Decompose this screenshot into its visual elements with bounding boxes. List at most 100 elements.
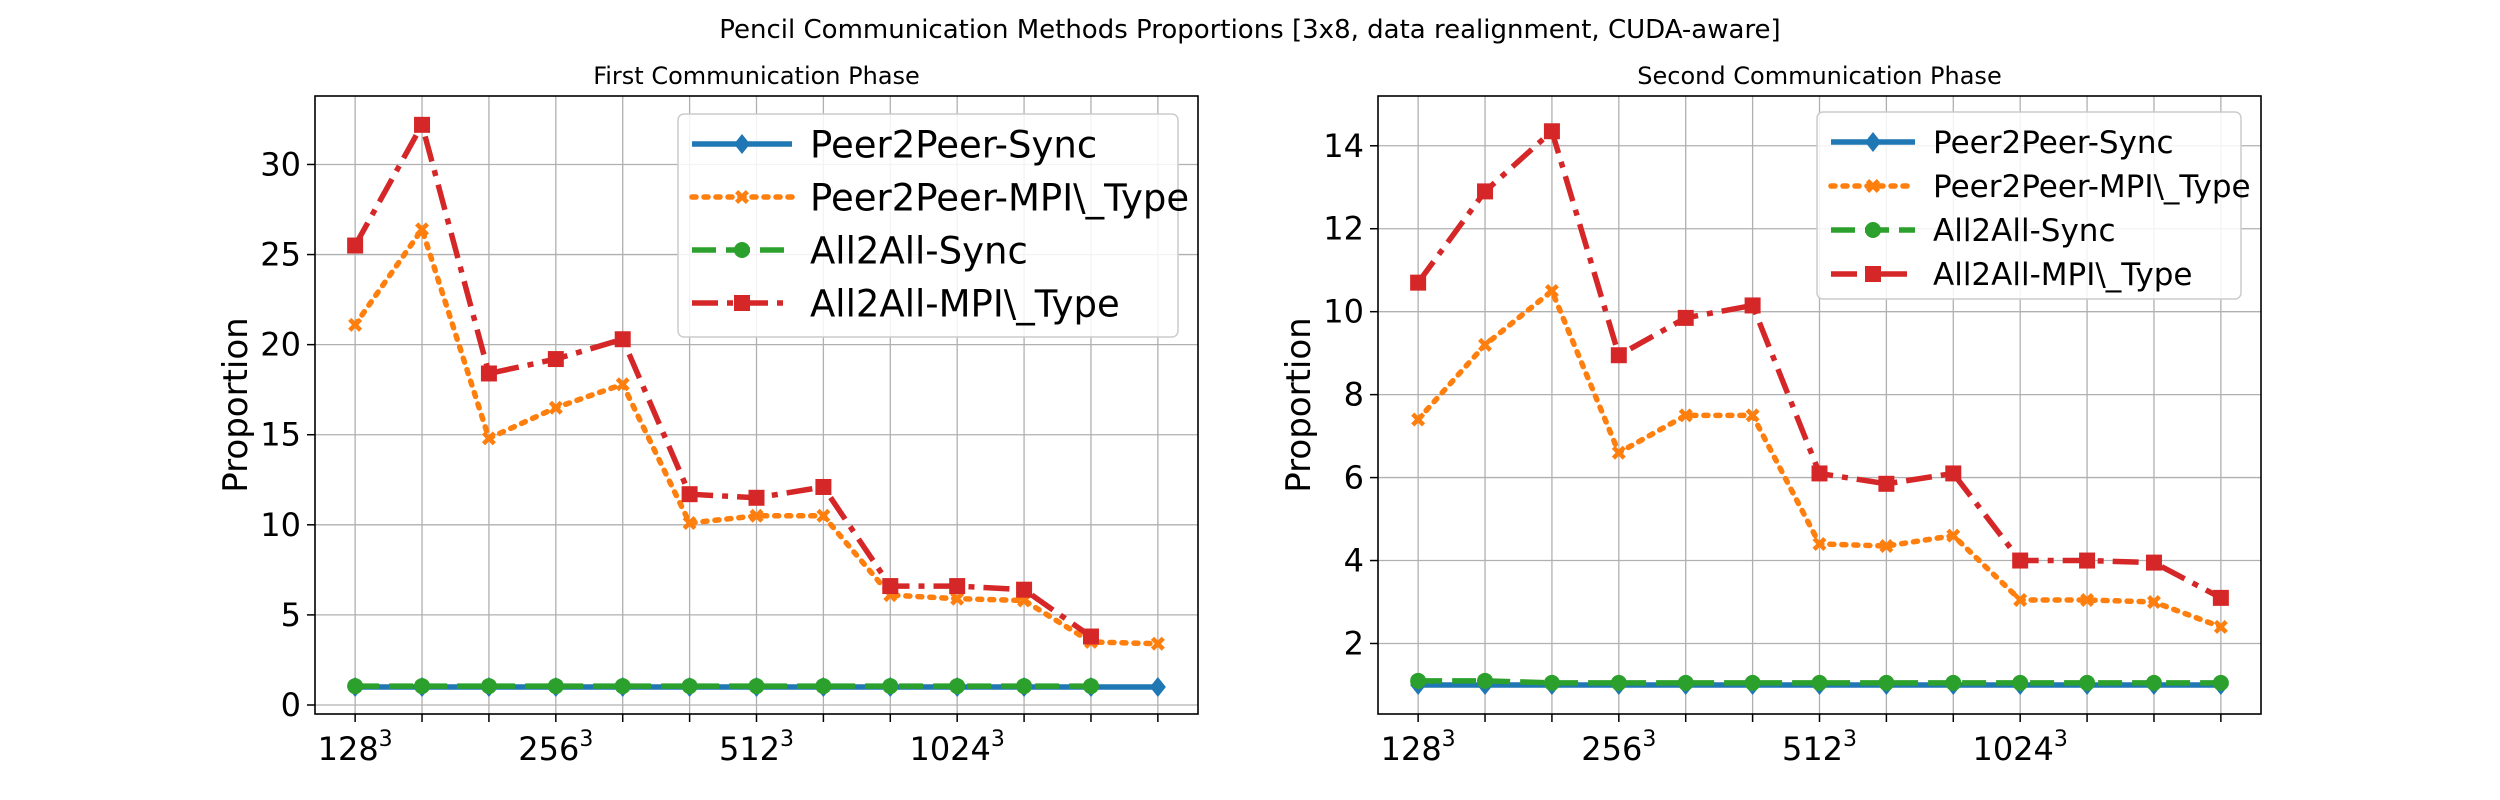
data-point-peer2peer-mpi-type: [2080, 592, 2095, 607]
data-point-peer2peer-mpi-type: [481, 431, 496, 446]
data-point-peer2peer-mpi-type: [2013, 592, 2028, 607]
series-all2all-sync: [1410, 672, 2229, 691]
data-point-all2all-mpi-type: [681, 486, 698, 503]
x-tick-label: 10243: [909, 727, 1004, 768]
y-tick-label: 15: [260, 416, 301, 454]
series-all2all-mpi-type: [1410, 123, 2229, 606]
data-point-peer2peer-mpi-type: [348, 317, 363, 332]
data-point-all2all-mpi-type: [1543, 123, 1560, 140]
data-point-all2all-mpi-type: [614, 331, 631, 348]
data-point-all2all-mpi-type: [1410, 274, 1427, 291]
data-point-all2all-mpi-type: [1610, 347, 1627, 364]
data-point-all2all-mpi-type: [1082, 628, 1099, 645]
legend-label-all2all-mpi-type: All2All-MPI\_Type: [810, 282, 1120, 325]
y-axis-label: Proportion: [1279, 317, 1319, 492]
x-tick-label: 5123: [719, 727, 794, 768]
y-tick-label: 10: [1323, 293, 1364, 331]
y-tick-label: 6: [1344, 459, 1364, 497]
data-point-all2all-mpi-type: [2145, 554, 2162, 571]
data-point-all2all-mpi-type: [882, 578, 899, 595]
figure-suptitle: Pencil Communication Methods Proportions…: [719, 15, 1780, 45]
data-point-all2all-sync: [614, 678, 631, 695]
data-point-all2all-mpi-type: [1811, 465, 1828, 482]
data-point-all2all-sync: [1744, 674, 1761, 691]
data-point-all2all-mpi-type: [949, 578, 966, 595]
x-tick-label: 5123: [1782, 727, 1857, 768]
y-tick-label: 30: [260, 145, 301, 183]
data-point-all2all-sync: [815, 678, 832, 695]
data-point-peer2peer-mpi-type: [415, 222, 430, 237]
y-tick-label: 8: [1344, 376, 1364, 414]
legend-marker-peer2peer-sync: [1865, 132, 1881, 152]
legend-marker-all2all-mpi-type: [1865, 266, 1881, 282]
legend-marker-all2all-mpi-type: [734, 295, 750, 311]
data-point-all2all-mpi-type: [547, 351, 564, 368]
data-point-all2all-mpi-type: [347, 237, 364, 254]
data-point-all2all-sync: [748, 678, 765, 695]
data-point-all2all-mpi-type: [2079, 552, 2096, 569]
x-tick-label: 1283: [318, 727, 393, 768]
data-point-all2all-sync: [1945, 674, 1962, 691]
data-point-peer2peer-mpi-type: [1678, 408, 1693, 423]
data-point-peer2peer-mpi-type: [2213, 619, 2228, 634]
legend-label-all2all-mpi-type: All2All-MPI\_Type: [1933, 257, 2193, 293]
series-line-all2all-mpi-type: [352, 122, 1093, 639]
data-point-all2all-sync: [480, 678, 497, 695]
y-tick-label: 0: [281, 686, 301, 724]
legend-marker-peer2peer-sync: [734, 134, 750, 154]
y-tick-label: 25: [260, 236, 301, 274]
legend-box: [677, 113, 1179, 338]
data-point-all2all-mpi-type: [1677, 309, 1694, 326]
x-tick-label: 2563: [518, 727, 593, 768]
data-point-all2all-mpi-type: [1477, 183, 1494, 200]
data-point-all2all-sync: [1811, 674, 1828, 691]
data-point-all2all-sync: [2079, 674, 2096, 691]
panel-title: First Communication Phase: [593, 62, 920, 90]
y-tick-label: 4: [1344, 542, 1364, 580]
data-point-peer2peer-mpi-type: [1150, 636, 1165, 651]
data-point-peer2peer-mpi-type: [1879, 539, 1894, 554]
legend-label-peer2peer-sync: Peer2Peer-Sync: [810, 123, 1097, 166]
data-point-all2all-mpi-type: [1878, 475, 1895, 492]
data-point-all2all-mpi-type: [748, 489, 765, 506]
data-point-all2all-sync: [1477, 672, 1494, 689]
legend-marker-peer2peer-mpi-type: [1866, 179, 1880, 193]
data-point-all2all-mpi-type: [1945, 465, 1962, 482]
data-point-all2all-sync: [1610, 674, 1627, 691]
data-point-peer2peer-mpi-type: [950, 591, 965, 606]
series-all2all-sync: [347, 678, 1099, 695]
data-point-all2all-mpi-type: [2012, 552, 2029, 569]
panel-title: Second Communication Phase: [1637, 62, 2001, 90]
legend-marker-all2all-sync: [1865, 222, 1881, 238]
legend-label-peer2peer-mpi-type: Peer2Peer-MPI\_Type: [1933, 169, 2251, 205]
data-point-peer2peer-mpi-type: [682, 516, 697, 531]
data-point-all2all-mpi-type: [2212, 589, 2229, 606]
data-point-all2all-sync: [1082, 678, 1099, 695]
y-tick-label: 5: [281, 596, 301, 634]
series-all2all-mpi-type: [347, 116, 1099, 645]
data-point-all2all-sync: [2012, 674, 2029, 691]
data-point-peer2peer-sync: [1149, 676, 1166, 697]
data-point-all2all-sync: [1677, 674, 1694, 691]
data-point-all2all-mpi-type: [1016, 581, 1033, 598]
y-tick-label: 2: [1344, 624, 1364, 662]
data-point-all2all-sync: [1878, 674, 1895, 691]
data-point-peer2peer-mpi-type: [1411, 412, 1426, 427]
first-phase-panel: First Communication Phase 0 5 10 15 20 25 30 128…: [216, 62, 1199, 768]
y-axis-label: Proportion: [216, 317, 256, 492]
data-point-peer2peer-mpi-type: [1812, 536, 1827, 551]
legend-marker-all2all-sync: [734, 242, 750, 258]
plot-frame: [314, 95, 1199, 715]
data-point-all2all-mpi-type: [480, 365, 497, 382]
data-point-all2all-sync: [882, 678, 899, 695]
legend-label-all2all-sync: All2All-Sync: [1933, 213, 2116, 249]
data-point-all2all-sync: [2212, 674, 2229, 691]
legend-box: [1816, 111, 2242, 300]
data-point-all2all-mpi-type: [414, 116, 431, 133]
data-point-all2all-sync: [2145, 674, 2162, 691]
data-point-peer2peer-mpi-type: [1544, 283, 1559, 298]
data-point-all2all-mpi-type: [1744, 297, 1761, 314]
data-point-all2all-sync: [1543, 674, 1560, 691]
data-point-all2all-sync: [414, 678, 431, 695]
data-point-peer2peer-mpi-type: [1611, 445, 1626, 460]
